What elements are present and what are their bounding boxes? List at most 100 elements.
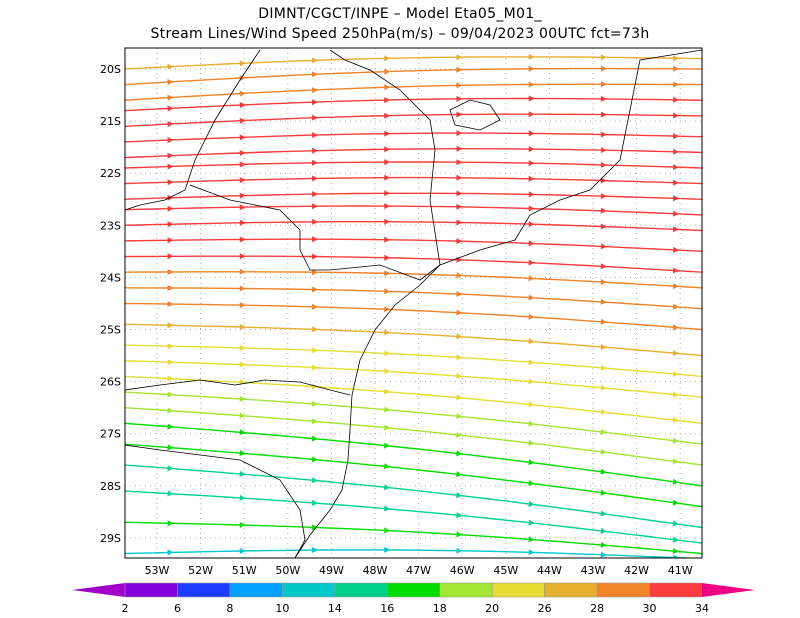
stream-arrow: [600, 177, 607, 184]
stream-arrow: [384, 406, 391, 413]
stream-arrow: [312, 269, 319, 276]
stream-arrow: [600, 131, 607, 138]
stream-arrow: [456, 130, 463, 137]
lon-label: 44W: [537, 564, 562, 577]
stream-arrow: [600, 510, 607, 517]
stream-arrow: [311, 400, 319, 407]
stream-arrow: [600, 298, 607, 305]
stream-arrow: [600, 384, 607, 391]
stream-arrow: [528, 259, 535, 266]
colorbar-label: 2: [122, 602, 129, 615]
colorbar-segment: [439, 582, 493, 598]
stream-arrow: [384, 236, 391, 243]
stream-arrow: [384, 203, 391, 210]
stream-arrow: [600, 193, 607, 200]
stream-arrow: [528, 536, 535, 543]
stream-arrow: [673, 164, 680, 171]
colorbar-segment: [596, 582, 650, 598]
stream-arrow: [312, 236, 319, 243]
stream-arrow: [239, 361, 246, 368]
streamlines: [125, 53, 702, 558]
lat-label: 28S: [100, 480, 121, 493]
stream-arrow: [239, 548, 246, 554]
lon-label: 45W: [493, 564, 518, 577]
lon-label: 51W: [232, 564, 257, 577]
stream-arrow: [456, 111, 463, 118]
stream-arrow: [239, 344, 246, 351]
stream-arrow: [672, 324, 680, 331]
stream-arrow: [239, 285, 246, 292]
stream-arrow: [672, 520, 680, 527]
stream-arrow: [672, 536, 680, 543]
stream-arrow: [672, 350, 680, 356]
stream-arrow: [528, 275, 535, 282]
stream-arrow: [528, 81, 535, 88]
stream-arrow: [456, 471, 463, 478]
lon-label: 43W: [581, 564, 606, 577]
lon-label: 48W: [363, 564, 388, 577]
stream-arrow: [600, 364, 607, 371]
streamline: [125, 192, 702, 200]
streamline: [125, 375, 702, 424]
stream-arrow: [384, 546, 391, 553]
stream-arrow: [312, 99, 319, 106]
stream-arrow: [167, 407, 174, 414]
stream-arrow: [673, 179, 680, 186]
stream-arrow: [456, 95, 463, 102]
streamline: [125, 67, 702, 86]
axis-labels: 53W 52W 51W 50W 49W 48W 47W 46W 45W 44W 43W 42W 41W 2…: [100, 63, 693, 577]
stream-arrow: [384, 254, 391, 261]
stream-arrow: [600, 468, 607, 475]
stream-arrow: [600, 161, 607, 168]
stream-arrow: [312, 132, 319, 139]
streamline: [125, 148, 702, 159]
stream-arrow: [384, 218, 391, 225]
lat-label: 20S: [100, 63, 121, 76]
stream-arrow: [167, 221, 174, 228]
colorbar-label: 28: [590, 602, 604, 615]
stream-arrow: [600, 111, 607, 118]
lat-label: 22S: [100, 167, 121, 180]
stream-arrow: [528, 500, 535, 507]
stream-arrow: [528, 420, 535, 427]
colorbar-label: 20: [485, 602, 499, 615]
stream-arrow: [311, 383, 319, 390]
lat-label: 21S: [100, 115, 121, 128]
stream-arrow: [167, 152, 174, 159]
stream-arrow: [311, 364, 319, 371]
stream-arrow: [239, 268, 246, 275]
stream-arrow: [528, 65, 535, 72]
stream-arrow: [456, 174, 463, 181]
stream-arrow: [528, 175, 535, 182]
stream-arrow: [312, 218, 319, 225]
stream-arrow: [528, 549, 535, 556]
lat-label: 23S: [100, 219, 121, 232]
stream-arrow: [167, 121, 174, 128]
stream-arrow: [312, 175, 319, 182]
stream-arrow: [239, 522, 246, 528]
lat-label: 27S: [100, 428, 121, 441]
stream-arrow: [600, 428, 607, 435]
stream-arrow: [673, 148, 680, 155]
stream-arrow: [528, 130, 535, 137]
stream-arrow: [456, 203, 463, 210]
stream-arrow: [672, 458, 680, 465]
stream-arrow: [528, 480, 535, 486]
stream-arrow: [600, 527, 607, 534]
stream-arrow: [600, 81, 607, 88]
stream-arrow: [384, 306, 391, 313]
stream-arrow: [600, 448, 607, 455]
stream-arrow: [673, 133, 680, 140]
stream-arrow: [673, 81, 680, 88]
stream-arrow: [167, 79, 174, 86]
stream-arrow: [673, 55, 680, 62]
stream-arrow: [167, 194, 174, 201]
lon-label: 46W: [450, 564, 475, 577]
stream-arrow: [312, 114, 319, 121]
colorbar-label: 30: [643, 602, 657, 615]
stream-arrow: [456, 219, 463, 226]
stream-arrow: [167, 490, 174, 497]
colorbar-segment: [386, 582, 441, 598]
stream-arrow: [239, 204, 246, 211]
stream-arrow: [384, 68, 391, 75]
